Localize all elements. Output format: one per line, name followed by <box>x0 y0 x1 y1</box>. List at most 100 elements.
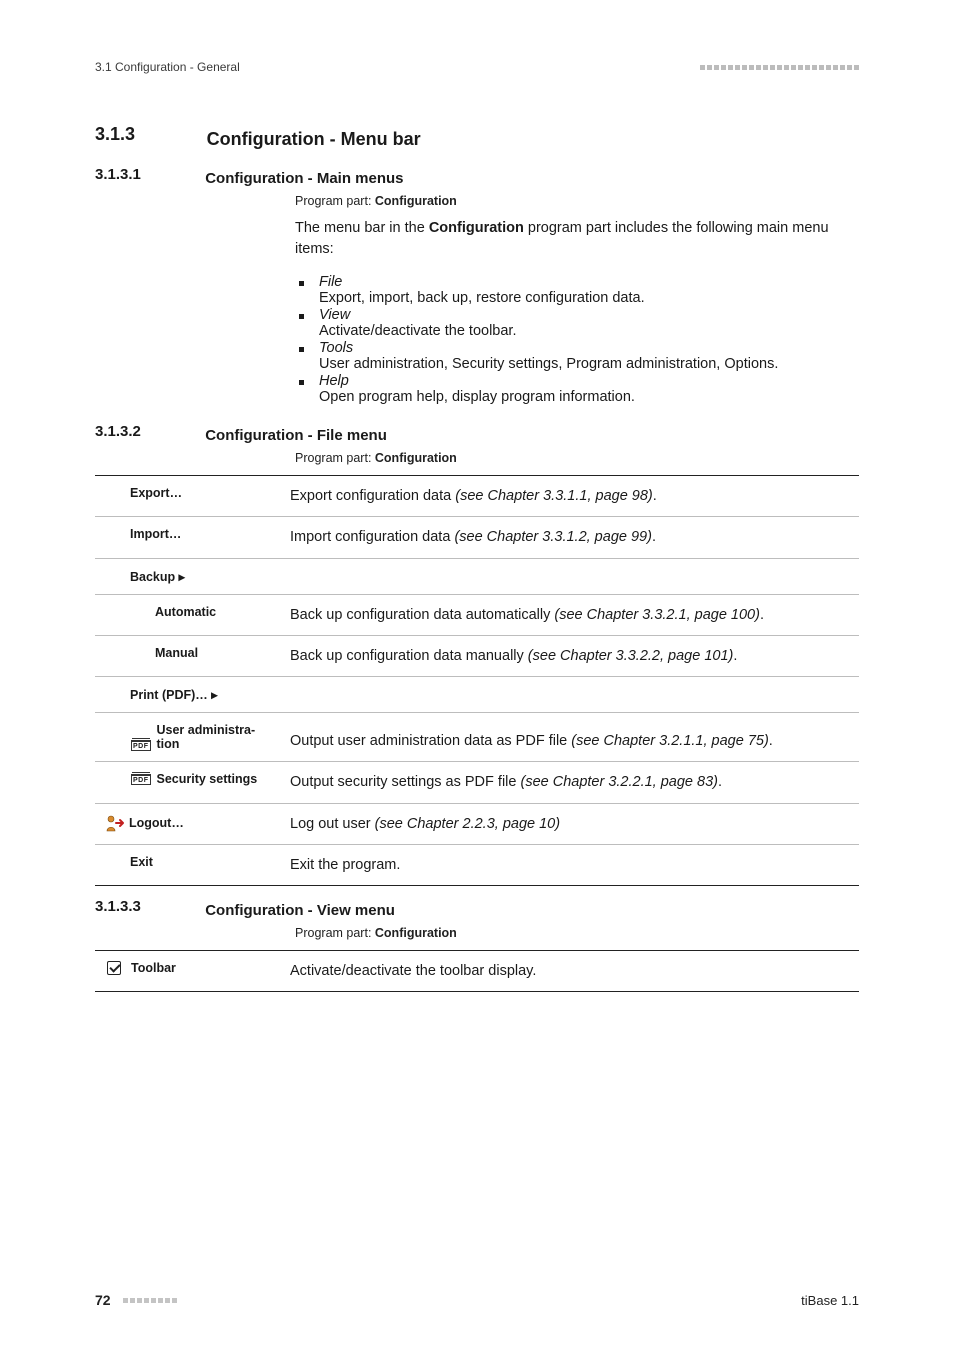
table-row: PDF Security settings Output security se… <box>95 762 859 803</box>
menu-item-label: PDF Security settings <box>95 772 290 786</box>
desc-text: Back up configuration data manually <box>290 648 528 664</box>
program-part-value: Configuration <box>375 451 457 465</box>
file-menu-table: Export… Export configuration data (see C… <box>95 475 859 886</box>
menu-item-label: Import… <box>95 527 290 541</box>
header-ornament <box>700 65 859 70</box>
table-row: Automatic Back up configuration data aut… <box>95 595 859 636</box>
menu-name: View <box>319 307 350 323</box>
menu-item-label: Logout… <box>95 814 290 832</box>
section-number: 3.1.3 <box>95 124 200 145</box>
desc-text: Import configuration data <box>290 529 454 545</box>
program-part-line: Program part: Configuration <box>295 926 859 940</box>
list-item: HelpOpen program help, display program i… <box>295 373 859 405</box>
desc-ref: (see Chapter 3.2.1.1, page 75) <box>571 733 769 749</box>
desc-ref: (see Chapter 2.2.3, page 10) <box>375 816 560 832</box>
page-number: 72 <box>95 1292 111 1308</box>
menu-item-label: PDF User administra- tion <box>95 723 290 751</box>
footer-product: tiBase 1.1 <box>801 1293 859 1308</box>
table-row: Import… Import configuration data (see C… <box>95 517 859 558</box>
desc-text: Output security settings as PDF file <box>290 774 520 790</box>
menu-name: Help <box>319 373 349 389</box>
program-part-value: Configuration <box>375 926 457 940</box>
desc-text: Output user administration data as PDF f… <box>290 733 571 749</box>
menu-desc: Activate/deactivate the toolbar. <box>319 323 859 339</box>
table-row: Exit Exit the program. <box>95 845 859 886</box>
list-item: ViewActivate/deactivate the toolbar. <box>295 307 859 339</box>
desc-text: Export configuration data <box>290 488 455 504</box>
checkbox-checked-icon <box>107 961 121 975</box>
menu-item-label: Manual <box>95 646 290 660</box>
page-footer: 72 tiBase 1.1 <box>95 1292 859 1308</box>
subsection-body: Program part: Configuration The menu bar… <box>295 194 859 405</box>
bullet-icon <box>299 347 304 352</box>
menu-name: Tools <box>319 340 353 356</box>
table-row: Export… Export configuration data (see C… <box>95 476 859 517</box>
subsection-heading: 3.1.3.1 Configuration - Main menus <box>95 166 859 188</box>
desc-ref: (see Chapter 3.3.2.2, page 101) <box>528 648 734 664</box>
menu-item-desc: Exit the program. <box>290 855 859 875</box>
label-text: Logout… <box>129 816 184 830</box>
menu-item-label: Toolbar <box>95 961 290 975</box>
table-row: Toolbar Activate/deactivate the toolbar … <box>95 951 859 992</box>
bullet-icon <box>299 314 304 319</box>
menu-item-desc: Activate/deactivate the toolbar display. <box>290 961 859 981</box>
list-item: FileExport, import, back up, restore con… <box>295 274 859 306</box>
footer-ornament <box>123 1298 177 1303</box>
bullet-icon <box>299 281 304 286</box>
footer-left: 72 <box>95 1292 177 1308</box>
label-text: Toolbar <box>131 961 176 975</box>
intro-paragraph: The menu bar in the Configuration progra… <box>295 218 859 260</box>
menu-item-desc: Log out user (see Chapter 2.2.3, page 10… <box>290 814 859 834</box>
program-part-line: Program part: Configuration <box>295 194 859 208</box>
running-header: 3.1 Configuration - General <box>95 60 859 74</box>
menu-item-label: Export… <box>95 486 290 500</box>
menu-name: File <box>319 274 342 290</box>
subsection-title: Configuration - File menu <box>205 427 387 444</box>
desc-ref: (see Chapter 3.3.1.2, page 99) <box>454 529 652 545</box>
table-row: Logout… Log out user (see Chapter 2.2.3,… <box>95 804 859 845</box>
menu-item-label: Backup ▸ <box>95 569 290 584</box>
menu-desc: User administration, Security settings, … <box>319 356 859 372</box>
pdf-icon: PDF <box>131 740 151 751</box>
desc-text: Exit the program. <box>290 857 400 873</box>
menu-desc: Export, import, back up, restore configu… <box>319 290 859 306</box>
program-part-value: Configuration <box>375 194 457 208</box>
list-item: ToolsUser administration, Security setti… <box>295 340 859 372</box>
main-menu-list: FileExport, import, back up, restore con… <box>295 274 859 405</box>
subsection-title: Configuration - View menu <box>205 902 395 919</box>
table-row: PDF User administra- tion Output user ad… <box>95 713 859 762</box>
menu-item-desc: Back up configuration data manually (see… <box>290 646 859 666</box>
section-title: Configuration - Menu bar <box>207 129 421 150</box>
label-text: User administra- tion <box>157 723 256 751</box>
desc-text: Back up configuration data automatically <box>290 607 554 623</box>
table-row: Backup ▸ <box>95 559 859 595</box>
menu-item-label: Print (PDF)… ▸ <box>95 687 290 702</box>
menu-desc: Open program help, display program infor… <box>319 389 859 405</box>
page: 3.1 Configuration - General 3.1.3 Config… <box>0 0 954 1350</box>
table-row: Print (PDF)… ▸ <box>95 677 859 713</box>
subsection-number: 3.1.3.2 <box>95 423 200 440</box>
menu-item-desc: Output security settings as PDF file (se… <box>290 772 859 792</box>
program-part-label: Program part: <box>295 194 375 208</box>
logout-icon <box>105 814 125 832</box>
program-part-label: Program part: <box>295 451 375 465</box>
desc-tail: . <box>733 648 737 664</box>
desc-tail: . <box>718 774 722 790</box>
desc-tail: . <box>653 488 657 504</box>
menu-item-desc: Export configuration data (see Chapter 3… <box>290 486 859 506</box>
table-row: Manual Back up configuration data manual… <box>95 636 859 677</box>
subsection-body: Program part: Configuration <box>295 451 859 465</box>
view-menu-table: Toolbar Activate/deactivate the toolbar … <box>95 950 859 992</box>
pdf-icon: PDF <box>131 774 151 785</box>
subsection-number: 3.1.3.1 <box>95 166 200 183</box>
header-left: 3.1 Configuration - General <box>95 60 240 74</box>
desc-tail: . <box>760 607 764 623</box>
subsection-number: 3.1.3.3 <box>95 898 200 915</box>
subsection-heading: 3.1.3.3 Configuration - View menu <box>95 898 859 920</box>
program-part-label: Program part: <box>295 926 375 940</box>
section-heading: 3.1.3 Configuration - Menu bar <box>95 124 859 152</box>
intro-pre: The menu bar in the <box>295 220 429 236</box>
desc-text: Log out user <box>290 816 375 832</box>
menu-item-desc: Output user administration data as PDF f… <box>290 731 859 751</box>
desc-tail: . <box>652 529 656 545</box>
